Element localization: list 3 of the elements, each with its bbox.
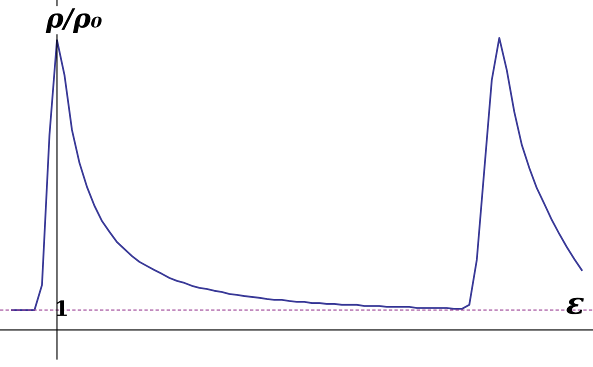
annotation: 1	[56, 300, 67, 316]
x-axis-title: ε	[566, 298, 584, 314]
y-axis-title: ρ/ρ₀	[46, 8, 102, 33]
